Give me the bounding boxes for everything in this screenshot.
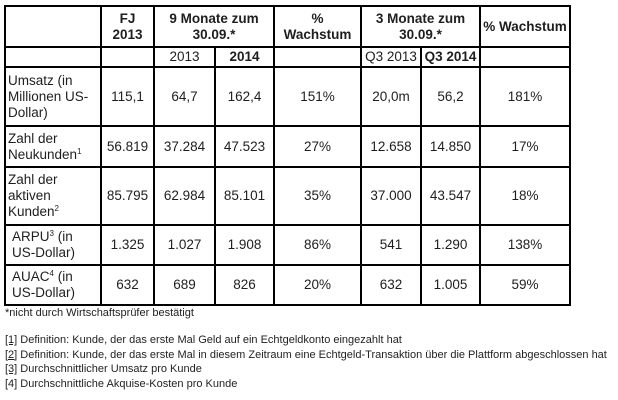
- footnote-ref: 2: [54, 204, 59, 213]
- cell-fy2013: 56.819: [100, 125, 155, 168]
- footnote-2: [2] Definition: Kunde, der das erste Mal…: [5, 348, 607, 363]
- cell-9m-2013: 62.984: [153, 166, 216, 226]
- cell-growth-3m: 18%: [479, 166, 571, 226]
- footnote-ref: 1: [77, 146, 82, 156]
- cell-9m-2013: 37.284: [153, 125, 216, 168]
- header-empty-cell: [4, 5, 102, 48]
- cell-growth-3m: 181%: [479, 66, 571, 127]
- cell-9m-2014: 826: [214, 264, 275, 306]
- header-growth-3m: % Wachstum: [479, 5, 571, 48]
- kpi-table: FJ 2013 9 Monate zum 30.09.* % Wachstum …: [4, 5, 571, 306]
- cell-fy2013: 1.325: [100, 224, 155, 266]
- table-row-neukunden: Zahl der Neukunden1 56.819 37.284 47.523…: [4, 125, 571, 168]
- header-fy2013: FJ 2013: [100, 5, 155, 48]
- cell-q3-2014: 14.850: [420, 125, 481, 168]
- footnote-link-3[interactable]: [3]: [5, 363, 18, 375]
- table-row-arpu: ARPU3 (in US-Dollar) 1.325 1.027 1.908 8…: [4, 224, 571, 266]
- header-row-sub: 2013 2014 Q3 2013 Q3 2014: [4, 46, 571, 68]
- sub-header-q3-2014: Q3 2014: [420, 46, 481, 68]
- cell-growth-9m: 27%: [273, 125, 362, 168]
- cell-q3-2014: 1.005: [420, 264, 481, 306]
- footnote-1: [1] Definition: Kunde, der das erste Mal…: [5, 333, 607, 348]
- header-three-months: 3 Monate zum 30.09.*: [360, 5, 481, 48]
- row-label: ARPU3 (in US-Dollar): [4, 224, 102, 266]
- audit-note: *nicht durch Wirtschaftsprüfer bestätigt: [5, 307, 194, 319]
- cell-9m-2013: 1.027: [153, 224, 216, 266]
- footnote-4: [4] Durchschnittliche Akquise-Kosten pro…: [5, 377, 607, 392]
- row-label: Zahl der aktiven Kunden2: [4, 166, 102, 226]
- cell-9m-2014: 1.908: [214, 224, 275, 266]
- footnote-text: Durchschnittlicher Umsatz pro Kunde: [17, 363, 202, 375]
- row-label-text: AUAC: [12, 269, 50, 284]
- footnote-link-1[interactable]: [1]: [5, 334, 18, 346]
- cell-fy2013: 85.795: [100, 166, 155, 226]
- header-growth-9m: % Wachstum: [273, 5, 362, 48]
- cell-growth-9m: 151%: [273, 66, 362, 127]
- footnote-text: Durchschnittliche Akquise-Kosten pro Kun…: [17, 377, 238, 390]
- header-nine-months: 9 Monate zum 30.09.*: [153, 5, 275, 48]
- cell-growth-3m: 138%: [479, 224, 571, 266]
- footnote-3: [3] Durchschnittlicher Umsatz pro Kunde: [5, 362, 607, 377]
- cell-9m-2014: 162,4: [214, 66, 275, 127]
- footnotes: [1] Definition: Kunde, der das erste Mal…: [5, 333, 607, 391]
- footnote-ref: 3: [49, 229, 54, 238]
- cell-9m-2014: 47.523: [214, 125, 275, 168]
- row-label-text: ARPU: [12, 229, 50, 244]
- sub-empty-cell: [479, 46, 571, 68]
- footnote-text: Definition: Kunde, der das erste Mal Gel…: [17, 334, 402, 346]
- cell-growth-9m: 35%: [273, 166, 362, 226]
- row-label: AUAC4 (in US-Dollar): [4, 264, 102, 306]
- footnote-ref-4: [4]: [5, 377, 18, 390]
- sub-empty-cell: [100, 46, 155, 68]
- row-label-suffix: (in US-Dollar): [12, 229, 76, 260]
- cell-9m-2014: 85.101: [214, 166, 275, 226]
- cell-growth-9m: 20%: [273, 264, 362, 306]
- table-row-aktive-kunden: Zahl der aktiven Kunden2 85.795 62.984 8…: [4, 166, 571, 226]
- cell-q3-2013: 20,0m: [360, 66, 422, 127]
- cell-growth-3m: 17%: [479, 125, 571, 168]
- cell-fy2013: 632: [100, 264, 155, 306]
- cell-q3-2013: 632: [360, 264, 422, 306]
- footnote-ref: 4: [49, 269, 54, 278]
- sub-empty-cell: [4, 46, 102, 68]
- sub-empty-cell: [273, 46, 362, 68]
- cell-q3-2013: 37.000: [360, 166, 422, 226]
- row-label-text: Zahl der aktiven Kunden: [8, 172, 58, 219]
- row-label: Zahl der Neukunden1: [4, 125, 102, 168]
- cell-q3-2014: 43.547: [420, 166, 481, 226]
- cell-q3-2013: 541: [360, 224, 422, 266]
- table-row-umsatz: Umsatz (in Millionen US-Dollar) 115,1 64…: [4, 66, 571, 127]
- footnote-link-2[interactable]: [2]: [5, 348, 18, 361]
- cell-q3-2014: 1.290: [420, 224, 481, 266]
- row-label-text: Zahl der Neukunden: [8, 130, 78, 162]
- cell-fy2013: 115,1: [100, 66, 155, 127]
- row-label: Umsatz (in Millionen US-Dollar): [4, 66, 102, 127]
- table-row-auac: AUAC4 (in US-Dollar) 632 689 826 20% 632…: [4, 264, 571, 306]
- cell-9m-2013: 64,7: [153, 66, 216, 127]
- sub-header-2013: 2013: [153, 46, 216, 68]
- footnote-text: Definition: Kunde, der das erste Mal in …: [17, 348, 607, 361]
- header-row-top: FJ 2013 9 Monate zum 30.09.* % Wachstum …: [4, 5, 571, 48]
- cell-growth-3m: 59%: [479, 264, 571, 306]
- cell-9m-2013: 689: [153, 264, 216, 306]
- sub-header-2014: 2014: [214, 46, 275, 68]
- sub-header-q3-2013: Q3 2013: [360, 46, 422, 68]
- cell-q3-2014: 56,2: [420, 66, 481, 127]
- cell-q3-2013: 12.658: [360, 125, 422, 168]
- cell-growth-9m: 86%: [273, 224, 362, 266]
- row-label-suffix: (in US-Dollar): [12, 269, 76, 300]
